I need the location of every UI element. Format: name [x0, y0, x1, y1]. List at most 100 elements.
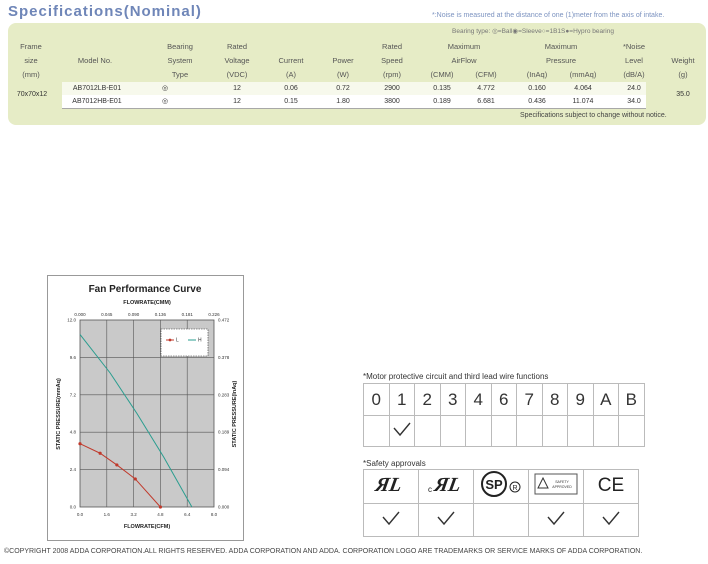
- page-title: Specifications(Nominal): [8, 3, 202, 20]
- motor-check-cell: [592, 415, 619, 447]
- noise-cell: 24.0: [627, 85, 641, 92]
- inaq-cell: 0.160: [528, 85, 546, 92]
- speed-cell: 2900: [384, 85, 400, 92]
- safety-check-cell: [418, 503, 474, 537]
- ce-logo-icon: CE: [598, 475, 624, 496]
- check-icon: [547, 511, 565, 525]
- cfm-cell: 4.772: [477, 85, 495, 92]
- y2-tick-label: 0.472: [218, 318, 230, 323]
- x-tick-label: 1.6: [104, 512, 111, 517]
- csa-logo-icon: SP R: [481, 471, 521, 497]
- y-tick-label: 0.0: [70, 505, 77, 510]
- check-icon: [382, 511, 400, 525]
- power-cell: 0.72: [336, 85, 350, 92]
- header-bearing: Bearing System Type: [167, 42, 193, 79]
- header-voltage: Rated Voltage (VDC): [224, 42, 250, 79]
- noise-note: *:Noise is measured at the distance of o…: [432, 12, 665, 19]
- y-tick-label: 7.2: [70, 392, 77, 397]
- y-tick-label: 4.8: [70, 430, 77, 435]
- legend-marker-L: [168, 338, 172, 342]
- y2-tick-label: 0.283: [218, 392, 230, 397]
- motor-code-cell: 8: [541, 383, 568, 416]
- inaq-cell: 0.436: [528, 98, 546, 105]
- cmm-cell: 0.135: [433, 85, 451, 92]
- svg-text:ЯL: ЯL: [432, 474, 463, 496]
- svg-text:SAFETY: SAFETY: [555, 480, 569, 484]
- bearing-cell: ◎: [161, 98, 169, 105]
- current-cell: 0.06: [284, 85, 298, 92]
- motor-code-cell: 6: [490, 383, 517, 416]
- y-tick-label: 9.6: [70, 355, 77, 360]
- safety-check-cell: [363, 503, 419, 537]
- table-divider: [62, 108, 646, 109]
- cmm-cell: 0.189: [433, 98, 451, 105]
- voltage-cell: 12: [233, 85, 241, 92]
- motor-code-cell: 1: [388, 383, 415, 416]
- motor-code-cell: A: [592, 383, 619, 416]
- cul-logo-cell: c ЯL: [418, 469, 474, 504]
- disclaimer-text: Specifications subject to change without…: [520, 112, 667, 119]
- motor-code-cell: 3: [439, 383, 466, 416]
- chart-x2-label: FLOWRATE(CMM): [123, 300, 171, 306]
- data-point-L: [158, 505, 162, 509]
- model-cell: AB7012LB-E01: [72, 85, 122, 92]
- voltage-cell: 12: [233, 98, 241, 105]
- ul-logo-icon: ЯL: [373, 474, 404, 496]
- motor-checks-row: [363, 415, 645, 447]
- tuv-logo-cell: SAFETY APPROVED: [528, 469, 584, 504]
- chart-y-label: STATIC PRESSURE(mmAq): [56, 378, 62, 450]
- x2-tick-label: 0.045: [101, 312, 113, 317]
- ul-logo-cell: ЯL: [363, 469, 419, 504]
- svg-text:ЯL: ЯL: [373, 474, 404, 496]
- svg-text:CE: CE: [598, 475, 624, 496]
- svg-text:R: R: [512, 485, 517, 492]
- chart-y2-label: STATIC PRESSURE(InAq): [232, 380, 238, 447]
- svg-text:c: c: [428, 485, 432, 494]
- motor-code-cell: 4: [465, 383, 492, 416]
- chart-title: Fan Performance Curve: [89, 284, 202, 295]
- safety-check-cell: [528, 503, 584, 537]
- cul-logo-icon: c ЯL: [428, 474, 463, 496]
- safety-section-title: *Safety approvals: [363, 459, 426, 468]
- header-current: Current (A): [278, 56, 304, 79]
- safety-approvals-table: ЯL c ЯL SP R SAFETY APPROVED: [363, 469, 639, 537]
- motor-code-cell: 0: [363, 383, 390, 416]
- frame-size-value: 70x70x12: [16, 91, 48, 98]
- noise-cell: 34.0: [627, 98, 641, 105]
- legend-label-H: H: [198, 338, 202, 344]
- bearing-cell: ◎: [161, 85, 169, 92]
- x2-tick-label: 0.090: [128, 312, 140, 317]
- motor-code-cell: 7: [516, 383, 543, 416]
- header-pressure-inaq: (InAq): [526, 70, 548, 79]
- check-icon: [602, 511, 620, 525]
- data-point-L: [115, 463, 119, 467]
- svg-text:APPROVED: APPROVED: [552, 485, 572, 489]
- motor-check-cell: [490, 415, 517, 447]
- power-cell: 1.80: [336, 98, 350, 105]
- header-airflow-cfm: (CFM): [475, 70, 497, 79]
- motor-check-cell: [439, 415, 466, 447]
- header-power: Power (W): [332, 56, 354, 79]
- motor-check-cell: [465, 415, 492, 447]
- x2-tick-label: 0.136: [155, 312, 167, 317]
- safety-check-cell: [583, 503, 639, 537]
- cfm-cell: 6.681: [477, 98, 495, 105]
- mmaq-cell: 4.064: [574, 85, 592, 92]
- y-tick-label: 12.0: [67, 318, 76, 323]
- safety-logos-row: ЯL c ЯL SP R SAFETY APPROVED: [363, 469, 639, 504]
- csa-logo-cell: SP R: [473, 469, 529, 504]
- header-pressure-mmaq: (mmAq): [569, 70, 597, 79]
- bearing-type-legend: Bearing type: ◎=Ball◉=Sleeve○=1B1S●=Hypr…: [452, 28, 614, 35]
- tuv-logo-icon: SAFETY APPROVED: [534, 473, 578, 495]
- weight-value: 35.0: [676, 91, 690, 98]
- header-airflow: Maximum AirFlow: [447, 42, 481, 65]
- x2-tick-label: 0.226: [208, 312, 220, 317]
- motor-check-cell: [363, 415, 390, 447]
- chart-svg: Fan Performance Curve FLOWRATE(CMM) 0.0 1.6…: [56, 284, 238, 530]
- data-point-L: [133, 477, 137, 481]
- motor-check-cell: [516, 415, 543, 447]
- x-tick-label: 3.2: [130, 512, 137, 517]
- motor-check-cell: [618, 415, 645, 447]
- header-frame-size: Frame size (mm): [20, 42, 42, 79]
